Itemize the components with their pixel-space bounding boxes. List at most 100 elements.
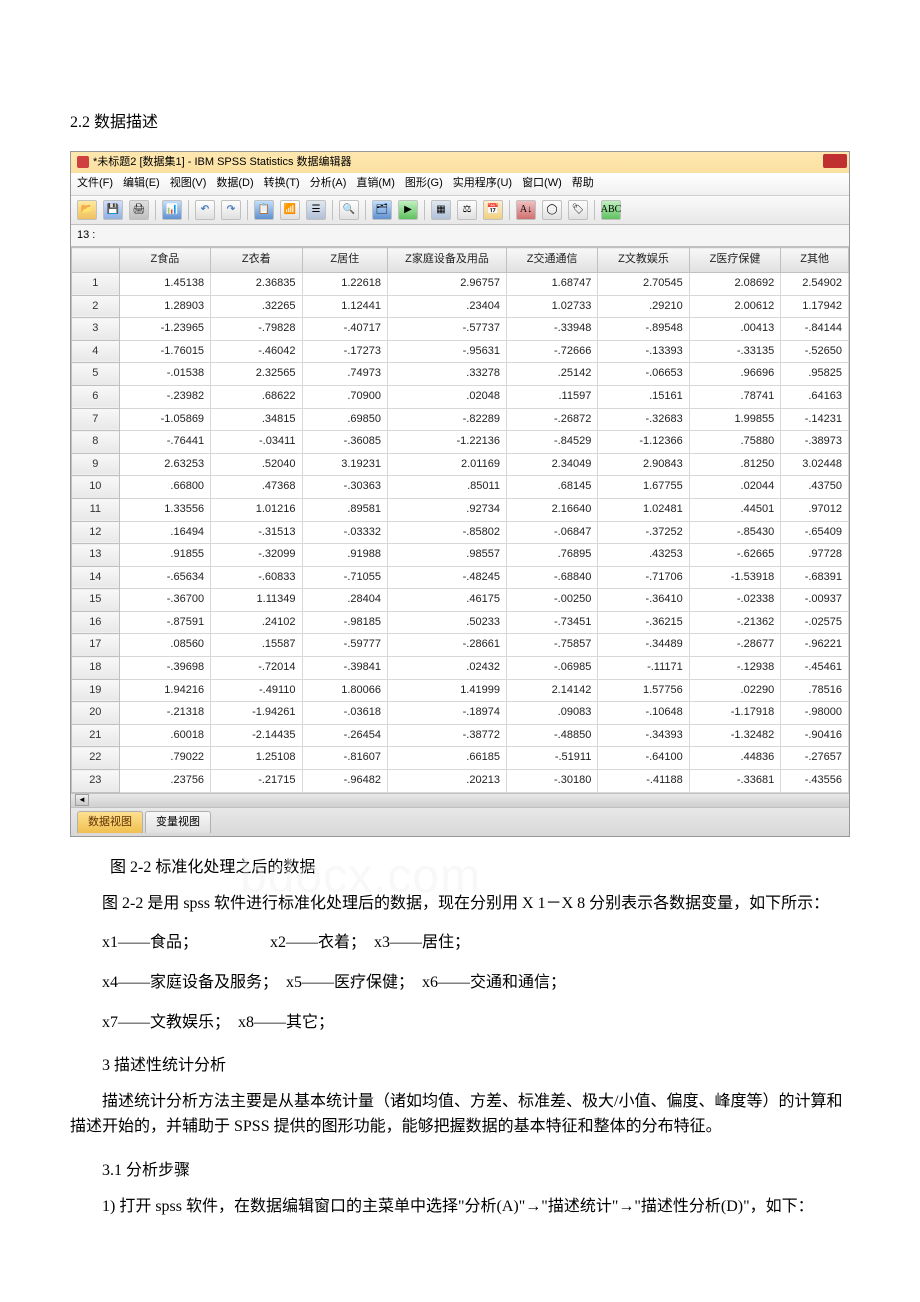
data-cell[interactable]: 1.01216 xyxy=(211,498,302,521)
data-cell[interactable]: .29210 xyxy=(598,295,689,318)
data-cell[interactable]: .47368 xyxy=(211,476,302,499)
print-icon[interactable]: 🖨 xyxy=(129,200,149,220)
data-cell[interactable]: 2.08692 xyxy=(689,272,780,295)
data-cell[interactable]: -.98185 xyxy=(302,611,387,634)
save-icon[interactable]: 💾 xyxy=(103,200,123,220)
data-cell[interactable]: -.34393 xyxy=(598,724,689,747)
data-cell[interactable]: -.34489 xyxy=(598,634,689,657)
data-cell[interactable]: -.00250 xyxy=(506,589,597,612)
menu-window[interactable]: 窗口(W) xyxy=(522,175,562,193)
data-cell[interactable]: -.33135 xyxy=(689,340,780,363)
data-cell[interactable]: -.18974 xyxy=(387,702,506,725)
data-cell[interactable]: .16494 xyxy=(119,521,210,544)
row-number[interactable]: 9 xyxy=(72,453,120,476)
data-cell[interactable]: -.72666 xyxy=(506,340,597,363)
data-cell[interactable]: -.10648 xyxy=(598,702,689,725)
data-cell[interactable]: -.37252 xyxy=(598,521,689,544)
find-icon[interactable]: 🔍 xyxy=(339,200,359,220)
data-cell[interactable]: 2.36835 xyxy=(211,272,302,295)
menu-utilities[interactable]: 实用程序(U) xyxy=(453,175,512,193)
data-cell[interactable]: -.00937 xyxy=(781,589,849,612)
data-cell[interactable]: .91988 xyxy=(302,544,387,567)
data-cell[interactable]: -.12938 xyxy=(689,657,780,680)
row-number[interactable]: 5 xyxy=(72,363,120,386)
data-cell[interactable]: -.85802 xyxy=(387,521,506,544)
data-cell[interactable]: -.30180 xyxy=(506,770,597,793)
data-cell[interactable]: -.32683 xyxy=(598,408,689,431)
data-cell[interactable]: -.33681 xyxy=(689,770,780,793)
data-cell[interactable]: .95825 xyxy=(781,363,849,386)
row-number[interactable]: 13 xyxy=(72,544,120,567)
data-cell[interactable]: .78741 xyxy=(689,385,780,408)
data-cell[interactable]: -.38772 xyxy=(387,724,506,747)
data-cell[interactable]: -.40717 xyxy=(302,318,387,341)
data-cell[interactable]: .43253 xyxy=(598,544,689,567)
data-cell[interactable]: 2.00612 xyxy=(689,295,780,318)
row-number[interactable]: 21 xyxy=(72,724,120,747)
data-cell[interactable]: 1.68747 xyxy=(506,272,597,295)
row-number[interactable]: 17 xyxy=(72,634,120,657)
data-cell[interactable]: .15161 xyxy=(598,385,689,408)
data-cell[interactable]: -.84529 xyxy=(506,431,597,454)
column-header[interactable]: Z医疗保健 xyxy=(689,248,780,273)
data-cell[interactable]: .64163 xyxy=(781,385,849,408)
data-cell[interactable]: -.31513 xyxy=(211,521,302,544)
column-header[interactable]: Z交通通信 xyxy=(506,248,597,273)
data-cell[interactable]: .25142 xyxy=(506,363,597,386)
data-cell[interactable]: 1.67755 xyxy=(598,476,689,499)
data-cell[interactable]: .68622 xyxy=(211,385,302,408)
data-cell[interactable]: -.02338 xyxy=(689,589,780,612)
data-cell[interactable]: -.57737 xyxy=(387,318,506,341)
menu-help[interactable]: 帮助 xyxy=(572,175,594,193)
sort-icon[interactable]: A↓ xyxy=(516,200,536,220)
data-cell[interactable]: -.72014 xyxy=(211,657,302,680)
row-number[interactable]: 8 xyxy=(72,431,120,454)
data-cell[interactable]: .02044 xyxy=(689,476,780,499)
data-cell[interactable]: .69850 xyxy=(302,408,387,431)
scroll-left-icon[interactable]: ◄ xyxy=(75,794,89,806)
data-cell[interactable]: .11597 xyxy=(506,385,597,408)
data-cell[interactable]: .89581 xyxy=(302,498,387,521)
data-cell[interactable]: -.45461 xyxy=(781,657,849,680)
data-cell[interactable]: .52040 xyxy=(211,453,302,476)
data-cell[interactable]: -.68391 xyxy=(781,566,849,589)
row-number[interactable]: 23 xyxy=(72,770,120,793)
row-number[interactable]: 1 xyxy=(72,272,120,295)
data-cell[interactable]: 2.96757 xyxy=(387,272,506,295)
row-number[interactable]: 2 xyxy=(72,295,120,318)
data-cell[interactable]: -.46042 xyxy=(211,340,302,363)
data-cell[interactable]: .23404 xyxy=(387,295,506,318)
data-cell[interactable]: -.43556 xyxy=(781,770,849,793)
data-cell[interactable]: .02432 xyxy=(387,657,506,680)
data-cell[interactable]: -.03332 xyxy=(302,521,387,544)
data-cell[interactable]: -.96482 xyxy=(302,770,387,793)
scrollbar[interactable]: ◄ xyxy=(71,793,849,807)
data-cell[interactable]: -1.17918 xyxy=(689,702,780,725)
data-cell[interactable]: -.17273 xyxy=(302,340,387,363)
data-cell[interactable]: .02290 xyxy=(689,679,780,702)
data-cell[interactable]: 2.34049 xyxy=(506,453,597,476)
data-cell[interactable]: -.49110 xyxy=(211,679,302,702)
data-cell[interactable]: -1.23965 xyxy=(119,318,210,341)
data-cell[interactable]: -1.94261 xyxy=(211,702,302,725)
data-cell[interactable]: -.48245 xyxy=(387,566,506,589)
data-cell[interactable]: .24102 xyxy=(211,611,302,634)
data-cell[interactable]: -.03411 xyxy=(211,431,302,454)
menu-file[interactable]: 文件(F) xyxy=(77,175,113,193)
data-cell[interactable]: .43750 xyxy=(781,476,849,499)
data-cell[interactable]: -.59777 xyxy=(302,634,387,657)
row-number[interactable]: 19 xyxy=(72,679,120,702)
data-cell[interactable]: -.87591 xyxy=(119,611,210,634)
redo-icon[interactable]: ↷ xyxy=(221,200,241,220)
bars-icon[interactable]: 📶 xyxy=(280,200,300,220)
tab-variable-view[interactable]: 变量视图 xyxy=(145,811,211,834)
data-cell[interactable]: -.73451 xyxy=(506,611,597,634)
data-cell[interactable]: -.28661 xyxy=(387,634,506,657)
data-cell[interactable]: 1.02481 xyxy=(598,498,689,521)
menu-direct[interactable]: 直销(M) xyxy=(356,175,395,193)
column-header[interactable]: Z家庭设备及用品 xyxy=(387,248,506,273)
data-cell[interactable]: -.82289 xyxy=(387,408,506,431)
data-cell[interactable]: -.64100 xyxy=(598,747,689,770)
data-cell[interactable]: -1.22136 xyxy=(387,431,506,454)
data-cell[interactable]: -.41188 xyxy=(598,770,689,793)
